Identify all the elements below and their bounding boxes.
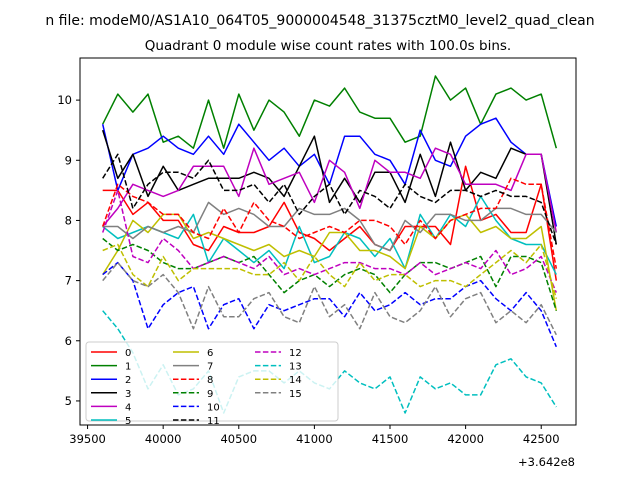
series-line-11 [102, 153, 558, 245]
series-line-12 [101, 189, 557, 293]
legend-label-4: 4 [125, 402, 131, 413]
x-tick-label: 40500 [220, 432, 257, 446]
legend-label-13: 13 [289, 362, 302, 373]
legend-label-14: 14 [289, 375, 302, 386]
legend-box [85, 341, 339, 422]
legend-label-5: 5 [125, 416, 131, 427]
y-tick-label: 9 [65, 153, 72, 167]
legend-label-9: 9 [207, 389, 213, 400]
y-tick-label: 8 [65, 213, 72, 227]
legend-label-2: 2 [125, 375, 131, 386]
y-tick-label: 7 [65, 274, 72, 288]
series-line-8 [101, 177, 558, 269]
figure-suptitle: n file: modeM0/AS1A10_064T05_9000004548_… [45, 13, 594, 29]
series-line-10 [102, 261, 557, 348]
series-line-4 [102, 147, 558, 233]
plot-lines [101, 75, 558, 414]
chart-title: Quadrant 0 module wise count rates with … [145, 38, 511, 54]
axis-ticks: 39500 40000 40500 41000 41500 42000 42500 5 6 7 8 9… [57, 93, 559, 446]
series-line-9 [102, 237, 558, 311]
x-tick-label: 41500 [372, 432, 409, 446]
y-tick-label: 10 [57, 93, 72, 107]
legend-label-8: 8 [207, 375, 213, 386]
series-line-7 [102, 201, 557, 252]
legend-label-7: 7 [207, 362, 213, 373]
legend-label-3: 3 [125, 389, 131, 400]
series-line-15 [102, 261, 557, 336]
x-tick-label: 41000 [296, 432, 333, 446]
legend-label-10: 10 [207, 402, 220, 413]
x-tick-label: 40000 [145, 432, 182, 446]
legend-label-11: 11 [207, 416, 220, 427]
y-tick-label: 6 [65, 334, 72, 348]
x-tick-label: 42000 [447, 432, 484, 446]
legend-label-0: 0 [125, 348, 131, 359]
y-tick-label: 5 [65, 394, 72, 408]
x-tick-label: 39500 [69, 432, 106, 446]
legend-label-12: 12 [289, 348, 302, 359]
x-tick-label: 42500 [523, 432, 560, 446]
plot-frame [79, 57, 577, 426]
legend-label-6: 6 [207, 348, 213, 359]
legend-label-15: 15 [289, 389, 302, 400]
series-line-14 [102, 243, 558, 299]
x-offset-label: +3.642e8 [518, 455, 575, 469]
legend-label-1: 1 [125, 362, 131, 373]
